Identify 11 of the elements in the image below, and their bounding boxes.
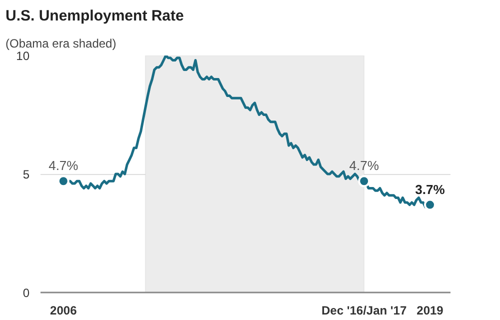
annotation: 4.7% [349, 158, 380, 174]
chart-title: U.S. Unemployment Rate [6, 8, 184, 24]
annotation: 4.7% [48, 158, 79, 174]
x-tick-label: Dec '16/Jan '17 [322, 304, 407, 318]
x-tick-label: 2006 [50, 304, 78, 318]
annotation: 3.7% [415, 182, 446, 197]
chart-subtitle: (Obama era shaded) [6, 36, 116, 50]
y-tick-label: 0 [22, 286, 30, 300]
x-tick-label: 2019 [416, 304, 444, 318]
y-tick-label: 10 [16, 49, 30, 63]
y-tick-label: 5 [22, 168, 30, 182]
